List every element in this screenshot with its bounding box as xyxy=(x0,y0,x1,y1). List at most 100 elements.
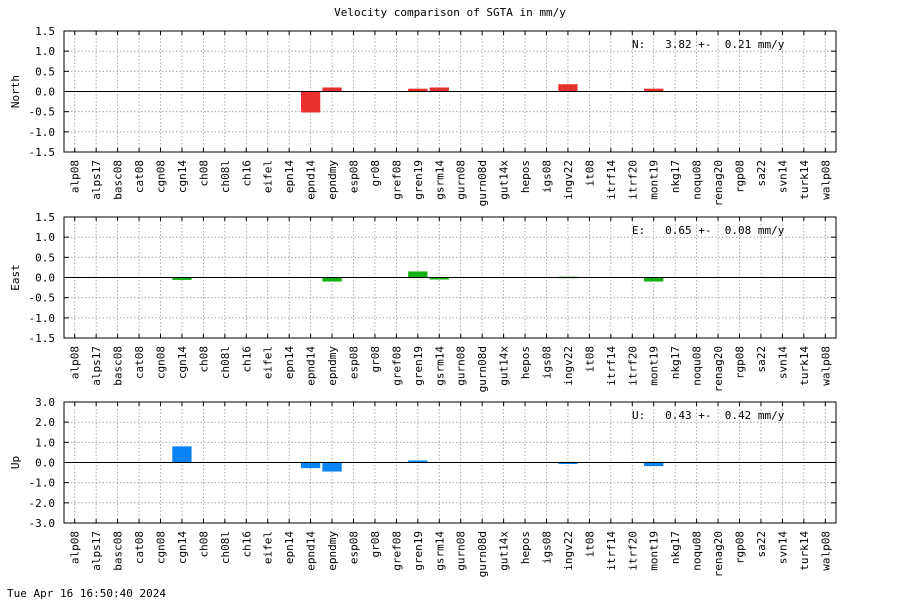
x-tick-label: ingv22 xyxy=(562,346,575,386)
y-tick-label: 0.0 xyxy=(35,86,55,99)
y-tick-label: 1.0 xyxy=(35,45,55,58)
x-tick-label: rgp08 xyxy=(734,160,747,193)
x-tick-label: igs08 xyxy=(541,531,554,564)
x-tick-label: epn14 xyxy=(283,531,296,564)
velocity-annotation: N: 3.82 +- 0.21 mm/y xyxy=(632,38,785,51)
x-tick-label: ch08l xyxy=(219,346,232,379)
x-tick-label: gurn08 xyxy=(455,346,468,386)
x-tick-label: svn14 xyxy=(776,531,789,564)
y-tick-label: 2.0 xyxy=(35,416,55,429)
x-tick-label: noqu08 xyxy=(691,160,704,200)
x-tick-label: gref08 xyxy=(390,346,403,386)
y-tick-label: -1.0 xyxy=(29,477,56,490)
x-tick-label: ch08l xyxy=(219,531,232,564)
y-tick-label: 0.5 xyxy=(35,65,55,78)
y-tick-label: -0.5 xyxy=(29,106,56,119)
bar-cgn14 xyxy=(172,446,192,463)
x-tick-label: ch08 xyxy=(197,346,210,373)
x-tick-label: hepos xyxy=(519,346,532,379)
x-tick-label: itrf14 xyxy=(605,346,618,386)
x-tick-label: ingv22 xyxy=(562,160,575,200)
x-tick-label: nkg17 xyxy=(669,531,682,564)
x-tick-label: cat08 xyxy=(133,346,146,379)
x-tick-label: cat08 xyxy=(133,531,146,564)
x-tick-label: basc08 xyxy=(112,531,125,571)
x-tick-label: ch08 xyxy=(197,531,210,558)
x-tick-label: gr08 xyxy=(369,160,382,187)
x-tick-label: eifel xyxy=(262,346,275,379)
bar-mont19 xyxy=(644,88,664,92)
bar-epndmy xyxy=(322,87,342,92)
x-tick-label: epndmy xyxy=(326,346,339,386)
x-tick-label: alp08 xyxy=(69,531,82,564)
x-tick-label: gut14x xyxy=(498,346,511,386)
x-tick-label: sa22 xyxy=(755,346,768,373)
x-tick-label: basc08 xyxy=(112,160,125,200)
x-tick-label: gren19 xyxy=(412,531,425,571)
x-tick-label: rgp08 xyxy=(734,531,747,564)
x-tick-label: igs08 xyxy=(541,346,554,379)
y-axis-label: North xyxy=(9,75,22,108)
x-tick-label: gsrm14 xyxy=(433,531,446,571)
x-tick-label: it08 xyxy=(583,531,596,558)
x-tick-label: alps17 xyxy=(90,160,103,200)
x-tick-label: alp08 xyxy=(69,346,82,379)
bar-epnd14 xyxy=(300,462,321,469)
x-tick-label: nkg17 xyxy=(669,160,682,193)
x-tick-label: ch16 xyxy=(240,531,253,558)
y-tick-label: -1.5 xyxy=(29,332,56,345)
x-tick-label: hepos xyxy=(519,531,532,564)
x-tick-label: noqu08 xyxy=(691,346,704,386)
y-tick-label: -1.5 xyxy=(29,146,56,159)
x-tick-label: gurn08d xyxy=(476,346,489,392)
x-tick-label: gurn08 xyxy=(455,160,468,200)
x-tick-label: itrf20 xyxy=(626,531,639,571)
x-tick-label: renag20 xyxy=(712,160,725,206)
x-tick-label: gurn08 xyxy=(455,531,468,571)
x-tick-label: gr08 xyxy=(369,531,382,558)
x-tick-label: cgn08 xyxy=(155,531,168,564)
velocity-annotation: U: 0.43 +- 0.42 mm/y xyxy=(632,409,785,422)
x-tick-label: igs08 xyxy=(541,160,554,193)
x-tick-label: epndmy xyxy=(326,160,339,200)
x-tick-label: alps17 xyxy=(90,346,103,386)
bar-epndmy xyxy=(322,462,342,472)
x-tick-label: sa22 xyxy=(755,160,768,187)
y-tick-label: -2.0 xyxy=(29,497,56,510)
x-tick-label: esp08 xyxy=(348,346,361,379)
x-tick-label: ingv22 xyxy=(562,531,575,571)
y-tick-label: 1.0 xyxy=(35,436,55,449)
x-tick-label: turk14 xyxy=(798,346,811,386)
bar-gren19 xyxy=(408,460,428,463)
x-tick-label: it08 xyxy=(583,346,596,373)
x-tick-label: ch08l xyxy=(219,160,232,193)
x-tick-label: gut14x xyxy=(498,531,511,571)
x-tick-label: hepos xyxy=(519,160,532,193)
y-axis-label: Up xyxy=(9,456,22,469)
x-tick-label: epndmy xyxy=(326,531,339,571)
x-tick-label: sa22 xyxy=(755,531,768,558)
x-tick-label: gren19 xyxy=(412,160,425,200)
x-tick-label: mont19 xyxy=(648,346,661,386)
x-tick-label: esp08 xyxy=(348,160,361,193)
x-tick-label: gurn08d xyxy=(476,160,489,206)
y-tick-label: 0.5 xyxy=(35,251,55,264)
y-tick-label: 3.0 xyxy=(35,396,55,409)
x-tick-label: cgn08 xyxy=(155,346,168,379)
x-tick-label: mont19 xyxy=(648,160,661,200)
x-tick-label: renag20 xyxy=(712,346,725,392)
x-tick-label: cgn14 xyxy=(176,346,189,379)
x-tick-label: basc08 xyxy=(112,346,125,386)
x-tick-label: walp08 xyxy=(819,346,832,386)
x-tick-label: noqu08 xyxy=(691,531,704,571)
x-tick-label: nkg17 xyxy=(669,346,682,379)
x-tick-label: itrf14 xyxy=(605,531,618,571)
bar-epnd14 xyxy=(300,91,321,113)
bar-ingv22 xyxy=(558,462,578,464)
x-tick-label: gr08 xyxy=(369,346,382,373)
x-tick-label: esp08 xyxy=(348,531,361,564)
timestamp: Tue Apr 16 16:50:40 2024 xyxy=(7,587,166,600)
x-tick-label: epn14 xyxy=(283,160,296,193)
x-tick-label: ch08 xyxy=(197,160,210,187)
panel-east: 1.5 1.0 0.5 0.0 -0.5 -1.0 -1.5 alp08 alps17 basc0… xyxy=(9,211,837,392)
